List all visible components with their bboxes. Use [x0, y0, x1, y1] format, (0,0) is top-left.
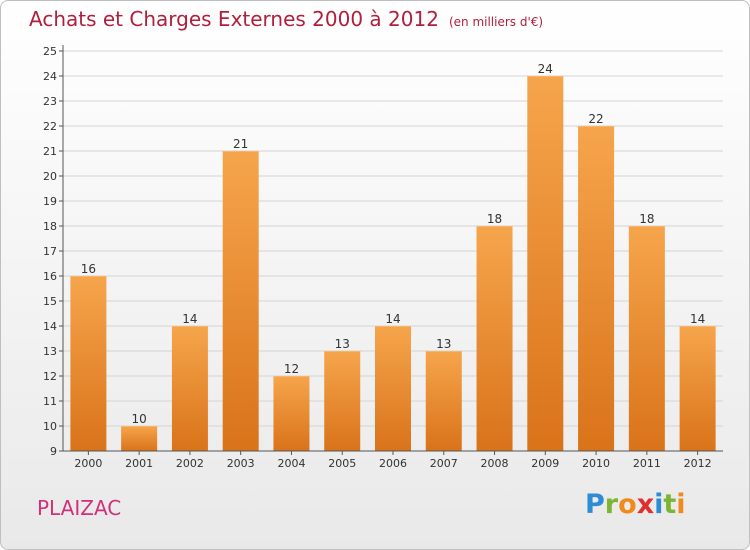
bar	[527, 76, 564, 451]
logo-letter: P	[585, 489, 605, 520]
y-tick-label: 11	[43, 395, 57, 408]
bar	[222, 151, 259, 451]
x-tick-label: 2010	[582, 457, 610, 470]
x-tick-label: 2000	[74, 457, 102, 470]
data-label: 24	[538, 62, 553, 76]
y-tick-label: 14	[43, 320, 57, 333]
y-tick-label: 21	[43, 145, 57, 158]
data-label: 21	[233, 137, 248, 151]
y-tick-label: 24	[43, 70, 57, 83]
y-tick-label: 23	[43, 95, 57, 108]
y-tick-label: 20	[43, 170, 57, 183]
data-label: 14	[385, 312, 400, 326]
x-tick-label: 2006	[379, 457, 407, 470]
bar	[578, 126, 615, 451]
logo-letter: x	[636, 489, 655, 520]
bar	[425, 351, 462, 451]
data-label: 10	[132, 412, 147, 426]
data-label: 16	[81, 262, 96, 276]
x-tick-label: 2012	[684, 457, 712, 470]
x-tick-label: 2011	[633, 457, 661, 470]
proxiti-logo: Proxiti	[585, 489, 686, 520]
x-tick-label: 2001	[125, 457, 153, 470]
data-label: 22	[588, 112, 603, 126]
y-tick-label: 10	[43, 420, 57, 433]
bar	[476, 226, 513, 451]
y-tick-label: 16	[43, 270, 57, 283]
y-tick-label: 18	[43, 220, 57, 233]
data-label: 12	[284, 362, 299, 376]
bar	[171, 326, 208, 451]
y-tick-label: 9	[50, 445, 57, 458]
chart-subtitle: (en milliers d'€)	[448, 15, 544, 29]
y-tick-label: 17	[43, 245, 57, 258]
y-tick-label: 12	[43, 370, 57, 383]
logo-letter: i	[654, 489, 664, 520]
data-label: 13	[436, 337, 451, 351]
x-tick-label: 2007	[430, 457, 458, 470]
data-label: 18	[487, 212, 502, 226]
data-label: 13	[335, 337, 350, 351]
y-tick-label: 22	[43, 120, 57, 133]
x-tick-label: 2002	[176, 457, 204, 470]
chart-title: Achats et Charges Externes 2000 à 2012 (e…	[29, 7, 543, 31]
commune-name: PLAIZAC	[37, 496, 122, 520]
logo-letter: i	[676, 489, 686, 520]
y-tick-label: 25	[43, 45, 57, 58]
title-text: Achats et Charges Externes 2000 à 2012	[29, 7, 439, 31]
logo-letter: r	[604, 489, 619, 520]
data-label: 14	[182, 312, 197, 326]
x-tick-label: 2009	[531, 457, 559, 470]
y-tick-label: 19	[43, 195, 57, 208]
y-tick-label: 13	[43, 345, 57, 358]
bar	[121, 426, 158, 451]
logo-letter: o	[618, 489, 637, 520]
bar	[679, 326, 716, 451]
logo-letter: t	[663, 489, 677, 520]
axes: 9 10 11 12 13 14 15 16 17 18 19 20 21 22 23 24 25 2000 200…	[43, 45, 723, 470]
x-tick-label: 2005	[328, 457, 356, 470]
x-tick-label: 2008	[481, 457, 509, 470]
data-label: 14	[690, 312, 705, 326]
bars: 16 10 14 21 12 13 14 13 18 24 22 18 14	[70, 62, 716, 451]
bar	[628, 226, 665, 451]
y-tick-label: 15	[43, 295, 57, 308]
bar	[375, 326, 411, 451]
bar	[70, 276, 107, 451]
bar	[273, 376, 310, 451]
data-label: 18	[639, 212, 654, 226]
bar	[324, 351, 361, 451]
x-tick-label: 2004	[277, 457, 305, 470]
x-tick-label: 2003	[227, 457, 255, 470]
